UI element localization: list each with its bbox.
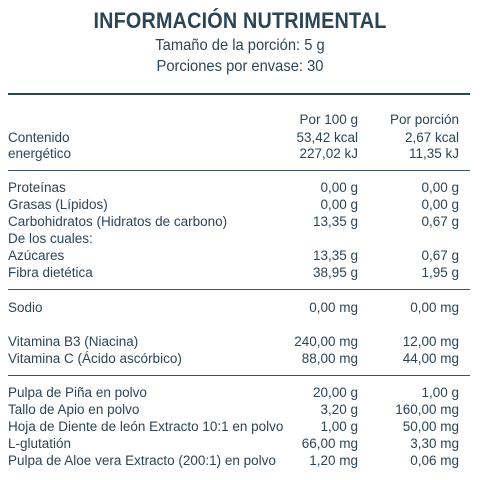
table-row: Pulpa de Piña en polvo 20,00 g 1,00 g [0, 385, 480, 400]
divider-macros [8, 289, 470, 290]
value-per-100g: 88,00 mg [301, 351, 358, 366]
value-per-serving: 50,00 mg [402, 419, 459, 434]
table-row: Grasas (Lípidos) 0,00 g 0,00 g [0, 197, 480, 212]
header-divider [8, 93, 470, 95]
value-per-100g: 240,00 mg [294, 334, 358, 349]
column-header-row: Por 100 g Por porción [0, 112, 480, 127]
nutrient-label: Fibra dietética [8, 265, 93, 280]
value-per-serving: 1,00 g [421, 385, 459, 400]
serving-size: Tamaño de la porción: 5 g [155, 37, 325, 54]
value-per-100g: 38,95 g [312, 265, 358, 280]
table-row: L-glutatión 66,00 mg 3,30 mg [0, 436, 480, 451]
nutrient-label: Carbohidratos (Hidratos de carbono) [8, 214, 228, 229]
nutrient-label: Proteínas [8, 180, 66, 195]
energy-kcal-per-serving: 2,67 kcal [404, 130, 459, 145]
value-per-serving: 44,00 mg [402, 351, 459, 366]
energy-row-kcal: Contenido 53,42 kcal 2,67 kcal [0, 130, 480, 145]
ingredient-label: Hoja de Diente de león Extracto 10:1 en … [8, 419, 284, 434]
table-row: Sodio 0,00 mg 0,00 mg [0, 300, 480, 315]
nutrient-label: Azúcares [8, 248, 65, 263]
servings-per-container: Porciones por envase: 30 [156, 58, 324, 75]
ingredient-label: L-glutatión [8, 436, 72, 451]
value-per-100g: 0,00 g [320, 180, 358, 195]
nutrient-label: Grasas (Lípidos) [8, 197, 108, 212]
ingredient-label: Pulpa de Piña en polvo [8, 385, 147, 400]
ingredient-label: Tallo de Apio en polvo [8, 402, 140, 417]
table-row: De los cuales: [0, 231, 480, 246]
value-per-100g: 0,00 g [320, 197, 358, 212]
value-per-100g: 13,35 g [312, 248, 358, 263]
nutrient-label: Vitamina B3 (Niacina) [8, 334, 139, 349]
value-per-serving: 0,67 g [421, 214, 459, 229]
value-per-serving: 0,00 g [421, 180, 459, 195]
column-header-per-100g: Por 100 g [299, 112, 358, 127]
energy-kj-per-serving: 11,35 kJ [408, 146, 459, 161]
energy-row-kj: energético 227,02 kJ 11,35 kJ [0, 146, 480, 161]
value-per-100g: 1,00 g [320, 419, 358, 434]
table-row: Fibra dietética 38,95 g 1,95 g [0, 265, 480, 280]
nutrient-label: Sodio [8, 300, 43, 315]
table-row: Proteínas 0,00 g 0,00 g [0, 180, 480, 195]
value-per-serving: 0,00 g [421, 197, 459, 212]
energy-kj-per-100g: 227,02 kJ [299, 146, 358, 161]
column-header-per-serving: Por porción [389, 112, 459, 127]
table-row: Azúcares 13,35 g 0,67 g [0, 248, 480, 263]
value-per-100g: 13,35 g [312, 214, 358, 229]
value-per-serving: 3,30 mg [410, 436, 459, 451]
value-per-serving: 160,00 mg [395, 402, 459, 417]
table-row: Vitamina C (Ácido ascórbico) 88,00 mg 44… [0, 351, 480, 366]
energy-label-line1: Contenido [8, 130, 70, 145]
nutrient-label: Vitamina C (Ácido ascórbico) [8, 351, 182, 366]
energy-kcal-per-100g: 53,42 kcal [296, 130, 358, 145]
value-per-serving: 12,00 mg [402, 334, 459, 349]
table-row: Vitamina B3 (Niacina) 240,00 mg 12,00 mg [0, 334, 480, 349]
energy-label-line2: energético [8, 146, 72, 161]
divider-energy [8, 170, 470, 171]
panel-title: INFORMACIÓN NUTRIMENTAL [93, 8, 387, 33]
value-per-100g: 1,20 mg [309, 453, 358, 468]
table-row: Pulpa de Aloe vera Extracto (200:1) en p… [0, 453, 480, 468]
value-per-100g: 20,00 g [312, 385, 358, 400]
value-per-100g: 66,00 mg [301, 436, 358, 451]
table-row: Tallo de Apio en polvo 3,20 g 160,00 mg [0, 402, 480, 417]
table-row: Carbohidratos (Hidratos de carbono) 13,3… [0, 214, 480, 229]
ingredient-label: Pulpa de Aloe vera Extracto (200:1) en p… [8, 453, 276, 468]
table-row: Hoja de Diente de león Extracto 10:1 en … [0, 419, 480, 434]
nutrient-label: De los cuales: [8, 231, 93, 246]
value-per-100g: 3,20 g [320, 402, 358, 417]
value-per-100g: 0,00 mg [309, 300, 358, 315]
value-per-serving: 0,67 g [421, 248, 459, 263]
value-per-serving: 1,95 g [421, 265, 459, 280]
value-per-serving: 0,00 mg [410, 300, 459, 315]
divider-vitamins [8, 375, 470, 376]
value-per-serving: 0,06 mg [410, 453, 459, 468]
